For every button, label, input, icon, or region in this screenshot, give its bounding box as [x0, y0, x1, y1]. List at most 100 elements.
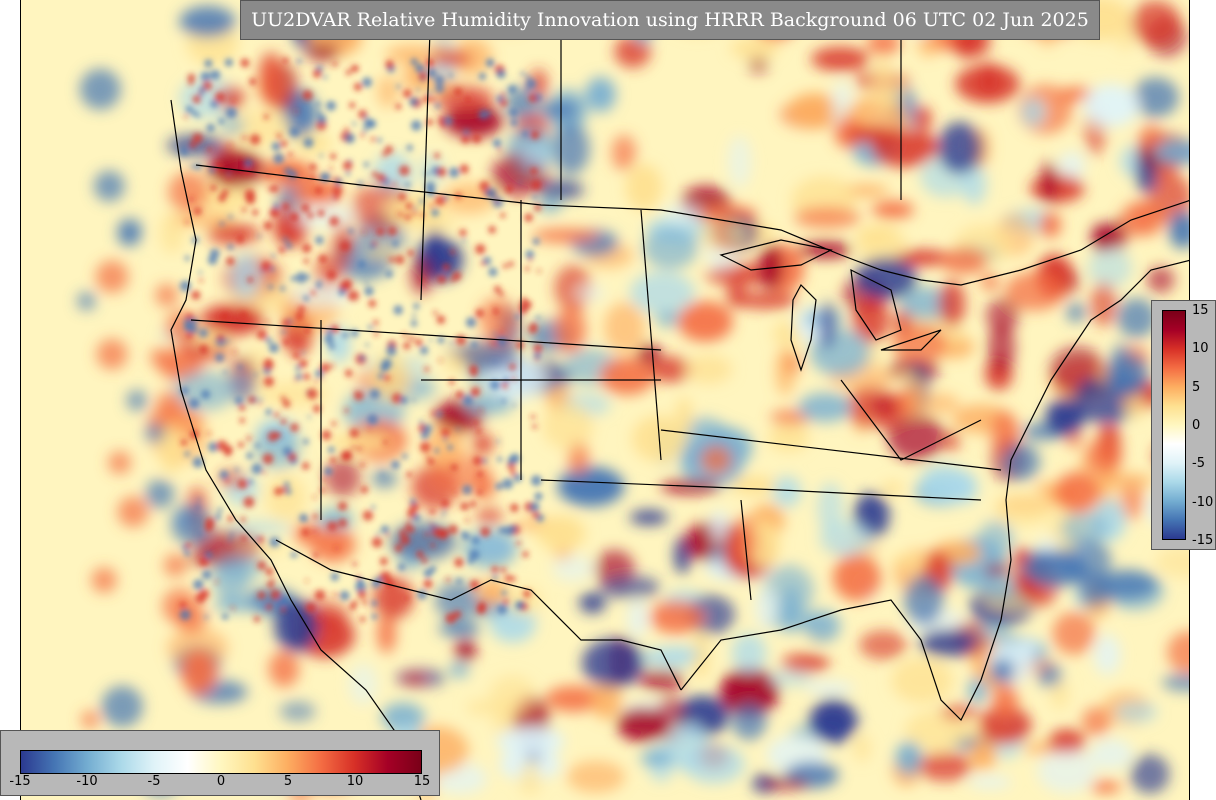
negative-anomaly [213, 598, 260, 612]
negative-anomaly [463, 395, 515, 414]
positive-anomaly [501, 382, 508, 389]
positive-anomaly [833, 554, 881, 601]
negative-anomaly [196, 498, 201, 502]
negative-anomaly [297, 58, 302, 64]
positive-anomaly [226, 256, 235, 266]
positive-anomaly [984, 562, 1013, 579]
negative-anomaly [498, 526, 506, 535]
negative-anomaly [248, 479, 254, 485]
negative-anomaly [819, 521, 874, 557]
positive-anomaly [500, 212, 506, 218]
positive-anomaly [399, 534, 411, 546]
negative-anomaly [285, 488, 292, 495]
negative-anomaly [493, 360, 497, 364]
positive-anomaly [399, 165, 410, 176]
positive-anomaly [591, 681, 622, 720]
negative-anomaly [525, 74, 530, 79]
positive-anomaly [310, 527, 356, 563]
negative-anomaly [202, 570, 212, 580]
negative-anomaly [348, 663, 378, 705]
positive-anomaly [434, 85, 494, 112]
negative-anomaly [1093, 634, 1121, 675]
negative-anomaly [228, 370, 256, 402]
positive-anomaly [1094, 473, 1155, 488]
positive-anomaly [320, 363, 330, 373]
positive-anomaly [357, 590, 367, 599]
positive-anomaly [280, 418, 287, 425]
negative-anomaly [315, 236, 324, 245]
positive-anomaly [218, 194, 227, 203]
negative-anomaly [362, 77, 372, 88]
positive-anomaly [524, 213, 533, 222]
negative-anomaly [438, 621, 481, 637]
negative-anomaly [226, 171, 231, 176]
positive-anomaly [192, 95, 201, 104]
positive-anomaly [505, 586, 542, 616]
positive-anomaly [185, 542, 191, 548]
positive-anomaly [703, 267, 763, 284]
negative-anomaly [599, 575, 661, 600]
positive-anomaly [421, 557, 428, 564]
negative-anomaly [222, 613, 229, 620]
negative-anomaly [535, 315, 541, 320]
positive-anomaly [497, 148, 502, 152]
negative-anomaly [185, 105, 193, 113]
negative-anomaly [462, 395, 474, 406]
negative-anomaly [1021, 97, 1046, 127]
positive-anomaly [352, 561, 358, 567]
positive-anomaly [466, 699, 499, 716]
vertical-colorbar-tick: -10 [1192, 494, 1214, 510]
positive-anomaly [978, 706, 1032, 745]
positive-anomaly [329, 216, 340, 227]
positive-anomaly [406, 520, 411, 525]
positive-anomaly [442, 263, 451, 272]
positive-anomaly [422, 95, 431, 103]
positive-anomaly [282, 319, 291, 327]
positive-anomaly [493, 285, 501, 293]
positive-anomaly [510, 470, 516, 476]
map-panel [20, 0, 1190, 800]
negative-anomaly [328, 343, 336, 350]
negative-anomaly [435, 84, 444, 93]
positive-anomaly [344, 408, 349, 413]
positive-anomaly [437, 274, 447, 284]
positive-anomaly [489, 675, 536, 718]
positive-anomaly [329, 364, 334, 368]
negative-anomaly [377, 137, 382, 143]
positive-anomaly [204, 523, 214, 533]
positive-anomaly [188, 79, 194, 86]
positive-anomaly [301, 243, 312, 253]
positive-anomaly [348, 290, 360, 302]
negative-anomaly [497, 604, 508, 615]
negative-anomaly [271, 253, 276, 258]
positive-anomaly [368, 299, 377, 308]
negative-anomaly [469, 549, 480, 561]
positive-anomaly [245, 194, 256, 205]
positive-anomaly [323, 477, 327, 482]
negative-anomaly [509, 108, 518, 117]
negative-anomaly [223, 370, 227, 374]
positive-anomaly [455, 390, 464, 399]
negative-anomaly [215, 353, 225, 362]
positive-anomaly [263, 376, 275, 387]
positive-anomaly [214, 580, 218, 584]
positive-anomaly [263, 359, 274, 371]
positive-anomaly [940, 247, 988, 275]
east-coast [1005, 259, 1189, 561]
negative-anomaly [324, 467, 333, 476]
positive-anomaly [349, 603, 356, 611]
negative-anomaly [342, 331, 349, 339]
positive-anomaly [233, 349, 237, 354]
positive-anomaly [459, 229, 467, 237]
positive-anomaly [275, 432, 282, 439]
mexico-us-border [275, 539, 682, 691]
negative-anomaly [283, 481, 290, 488]
positive-anomaly [470, 370, 478, 377]
positive-anomaly [326, 270, 337, 280]
negative-anomaly [301, 351, 305, 355]
positive-anomaly [317, 209, 325, 217]
positive-anomaly [522, 551, 529, 558]
positive-anomaly [895, 372, 918, 385]
positive-anomaly [220, 312, 230, 321]
positive-anomaly [371, 537, 383, 548]
